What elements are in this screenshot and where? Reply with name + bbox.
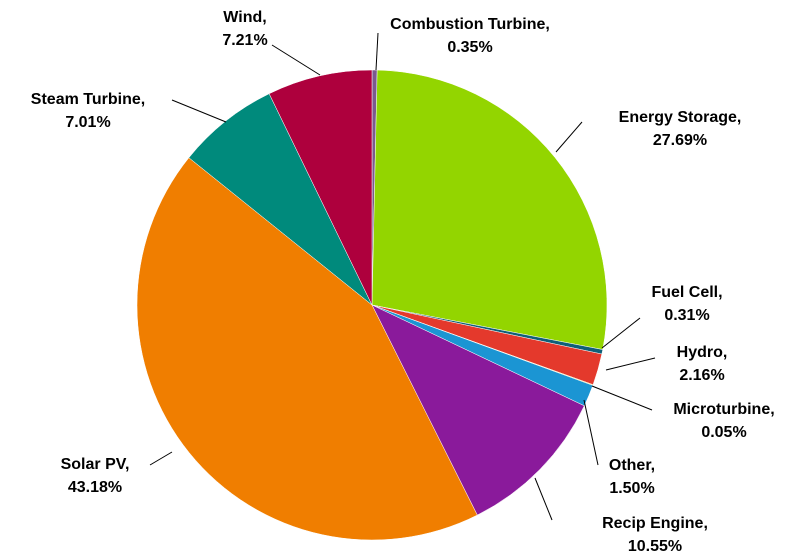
leader-line: [555, 121, 583, 153]
slice-value-label: 0.35%: [447, 39, 492, 56]
pie-slice: [371, 304, 585, 516]
leader-line: [583, 399, 599, 466]
leader-line: [271, 44, 321, 76]
slice-label: Other,: [609, 457, 655, 474]
slice-value-label: 7.21%: [222, 32, 267, 49]
pie-slice: [136, 157, 478, 541]
slice-value-label: 43.18%: [68, 479, 122, 496]
pie-slice: [371, 69, 608, 350]
leader-line: [605, 357, 656, 371]
slice-label: Microturbine,: [673, 401, 774, 418]
leader-line: [375, 32, 379, 71]
slice-label: Combustion Turbine,: [390, 16, 550, 33]
slice-label: Solar PV,: [61, 456, 130, 473]
slice-value-label: 1.50%: [609, 480, 654, 497]
pie-slice: [268, 69, 373, 306]
slice-label: Recip Engine,: [602, 515, 708, 532]
slice-value-label: 27.69%: [653, 132, 707, 149]
slice-value-label: 0.05%: [701, 424, 746, 441]
slice-label: Energy Storage,: [619, 109, 742, 126]
slice-label: Fuel Cell,: [651, 284, 722, 301]
slice-label: Wind,: [223, 9, 266, 26]
leader-line: [171, 99, 227, 123]
leader-line: [591, 385, 653, 411]
slice-value-label: 0.31%: [664, 307, 709, 324]
slice-label: Steam Turbine,: [31, 91, 145, 108]
leader-line: [149, 451, 173, 466]
slice-value-label: 7.01%: [65, 114, 110, 131]
leader-line: [601, 317, 641, 349]
leader-line: [534, 477, 553, 521]
slice-value-label: 2.16%: [679, 367, 724, 384]
slice-label: Hydro,: [677, 344, 728, 361]
slice-value-label: 10.55%: [628, 538, 682, 555]
